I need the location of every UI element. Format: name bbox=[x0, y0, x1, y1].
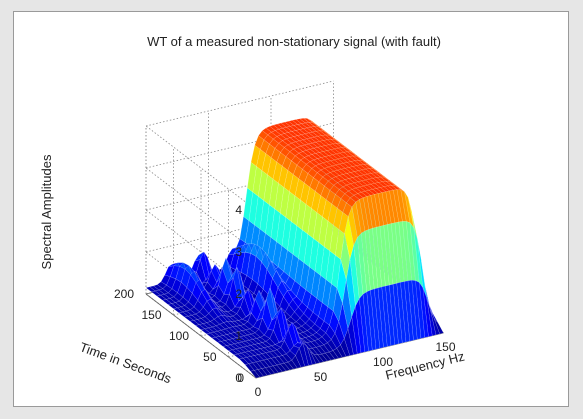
y-tick-label: 100 bbox=[169, 329, 189, 343]
y-tick-label: 200 bbox=[114, 287, 134, 301]
z-tick-label: 1 bbox=[235, 329, 242, 343]
surface-mesh bbox=[145, 117, 444, 379]
chart-title: WT of a measured non-stationary signal (… bbox=[147, 34, 441, 49]
y-tick-label: 50 bbox=[203, 350, 217, 364]
x-tick-label: 50 bbox=[314, 370, 328, 384]
y-tick-label: 0 bbox=[237, 371, 244, 385]
x-tick-label: 0 bbox=[255, 385, 262, 399]
z-axis-label: Spectral Amplitudes bbox=[39, 154, 54, 269]
z-tick-label: 4 bbox=[235, 203, 242, 217]
z-tick-label: 2 bbox=[235, 287, 242, 301]
grid-line bbox=[145, 206, 334, 253]
x-tick-label: 100 bbox=[373, 355, 393, 369]
axis-line bbox=[145, 293, 257, 379]
surface-patch bbox=[434, 318, 444, 335]
grid-line bbox=[145, 164, 334, 211]
x-tick-label: 150 bbox=[435, 340, 455, 354]
x-axis-label: Frequency Hz bbox=[384, 349, 466, 383]
grid-line bbox=[145, 80, 334, 127]
chart-frame: WT of a measured non-stationary signal (… bbox=[13, 11, 569, 407]
z-tick-label: 3 bbox=[235, 245, 242, 259]
y-axis-label: Time in Seconds bbox=[78, 339, 174, 386]
grid-line bbox=[145, 122, 334, 169]
z-tick-label: 0 bbox=[235, 371, 242, 385]
y-tick-label: 150 bbox=[141, 308, 161, 322]
surface-plot: WT of a measured non-stationary signal (… bbox=[39, 34, 466, 399]
